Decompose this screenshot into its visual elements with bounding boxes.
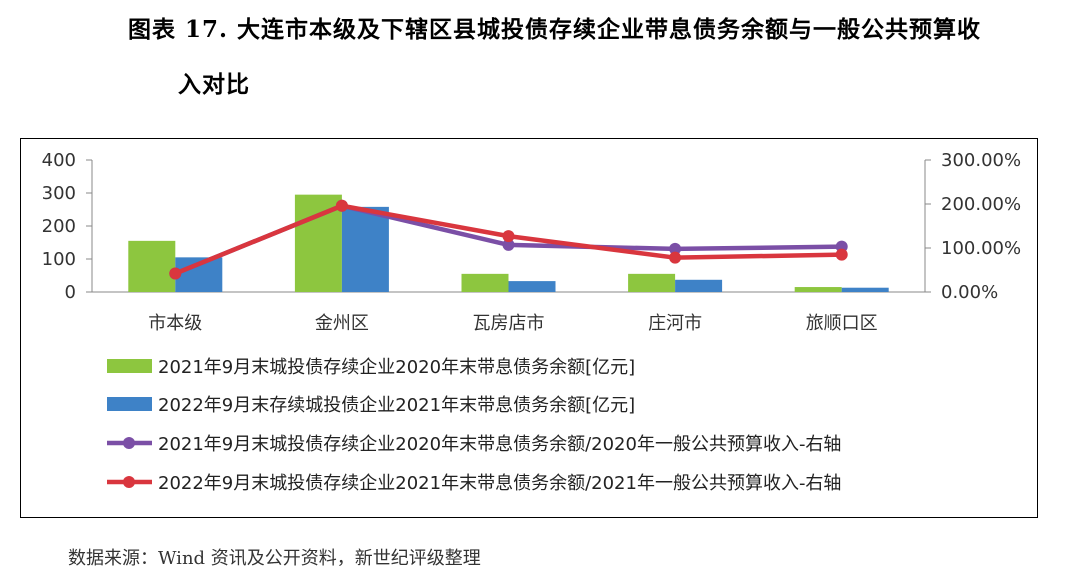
legend-label: 2022年9月末存续城投债企业2021年末带息债务余额[亿元] [158,395,635,416]
left-tick-label: 300 [42,183,76,204]
left-tick-label: 0 [65,282,76,303]
line-point-series2 [169,267,182,280]
legend-label: 2021年9月末城投债存续企业2020年末带息债务余额/2020年一般公共预算收… [158,434,841,455]
line-point-series2 [835,248,848,261]
bar-series2 [675,279,723,292]
right-tick-label: 100.00% [941,238,1021,259]
line-point-series1 [502,238,515,251]
line-point-series2 [502,230,515,243]
bar-series1 [628,273,676,292]
x-tick-label: 瓦房店市 [473,313,545,334]
legend-label: 2021年9月末城投债存续企业2020年末带息债务余额[亿元] [158,357,635,378]
x-tick-label: 庄河市 [648,313,702,334]
legend-swatch-bar [107,397,152,411]
right-tick-label: 0.00% [941,282,998,303]
bar-series1 [461,273,509,292]
left-tick-label: 200 [42,216,76,237]
bar-series2 [341,206,389,292]
x-tick-label: 金州区 [315,313,369,334]
bar-series2 [508,281,556,292]
bar-series1 [128,240,176,292]
chart-frame: 0 100 200 300 400 0.00% 100.00% 200.00% 300.00% 市… [20,138,1038,518]
left-tick-label: 400 [42,150,76,171]
left-tick-label: 100 [42,249,76,270]
right-tick-label: 200.00% [941,194,1021,215]
line-point-series2 [669,251,682,264]
combo-chart: 0 100 200 300 400 0.00% 100.00% 200.00% 300.00% 市… [42,150,1021,494]
line-point-series1 [669,242,682,255]
source-note: 数据来源：Wind 资讯及公开资料，新世纪评级整理 [68,548,481,569]
bar-series2 [841,287,889,292]
legend-swatch-bar [107,359,152,373]
x-tick-label: 市本级 [148,313,202,334]
legend-label: 2022年9月末城投债存续企业2021年末带息债务余额/2021年一般公共预算收… [158,473,841,494]
chart-title-line2: 入对比 [178,71,250,98]
chart-title-line1: 图表 17. 大连市本级及下辖区县城投债存续企业带息债务余额与一般公共预算收 [128,16,982,43]
x-tick-label: 旅顺口区 [806,313,878,334]
bar-series1 [794,287,842,292]
right-tick-label: 300.00% [941,150,1021,171]
legend-swatch-marker [123,437,135,449]
legend-swatch-marker [123,476,135,488]
line-point-series2 [335,199,348,212]
